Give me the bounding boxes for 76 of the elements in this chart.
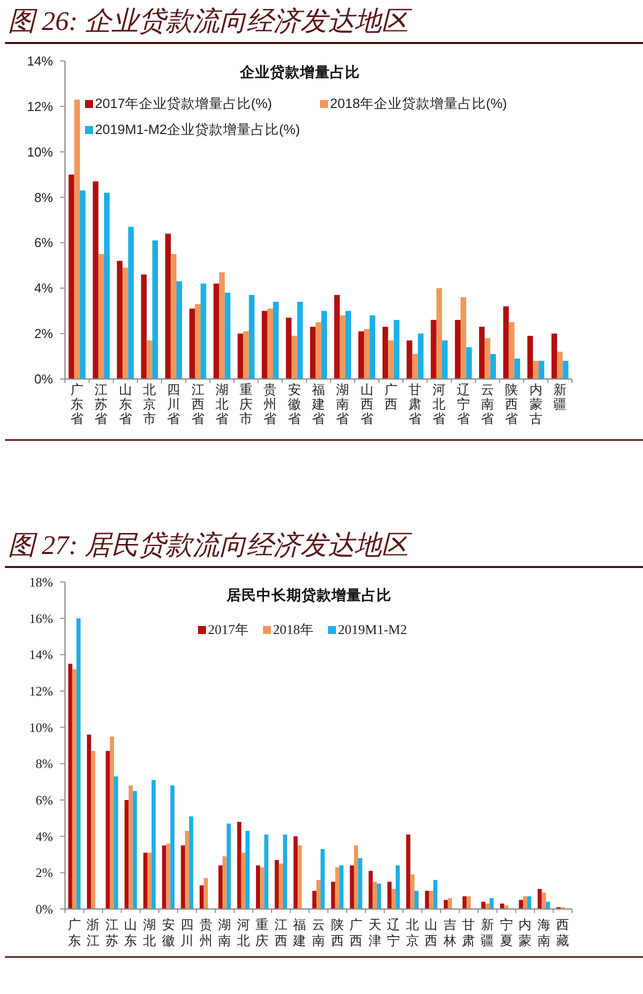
x-tick-label: 江苏省 [94, 382, 108, 426]
x-tick-label: 湖北 [143, 917, 156, 948]
x-tick-label: 河北省 [432, 382, 446, 426]
x-tick-label: 重庆 [256, 917, 269, 948]
y-tick-label: 16% [29, 610, 54, 626]
x-tick-label: 重庆市 [240, 382, 253, 426]
x-tick-label: 内蒙古 [529, 382, 542, 426]
legend-label: 2018年 [273, 622, 314, 637]
y-tick-label: 10% [29, 720, 54, 735]
x-tick-label: 福建 [292, 917, 306, 948]
y-tick-label: 12% [29, 684, 54, 698]
x-tick-label: 天津 [368, 917, 382, 948]
y-tick-label: 0% [34, 372, 54, 386]
x-tick-label: 辽宁省 [456, 382, 470, 426]
legend-label: 2019M1-M2 [338, 622, 408, 637]
x-tick-label: 陕西 [330, 917, 344, 948]
x-tick-label: 浙江 [86, 917, 100, 948]
x-tick-label: 山东 [124, 917, 138, 948]
x-tick-label: 四川 [180, 917, 194, 948]
x-tick-label: 甘肃省 [408, 382, 422, 426]
y-tick-label: 8% [34, 190, 54, 205]
x-tick-label: 福建省 [311, 382, 325, 426]
y-tick-label: 14% [29, 647, 54, 662]
x-tick-label: 贵州省 [264, 382, 277, 426]
x-tick-label: 海南 [537, 917, 550, 948]
y-tick-label: 4% [34, 280, 54, 296]
x-tick-label: 广东 [68, 917, 81, 948]
legend-label: 2017年 [208, 622, 249, 637]
y-tick-label: 10% [26, 144, 54, 160]
x-tick-label: 广西 [350, 917, 363, 948]
y-tick-label: 8% [36, 756, 54, 772]
x-tick-label: 湖南省 [336, 382, 350, 426]
x-tick-label: 山东省 [118, 382, 132, 426]
chart-subtitle: 企业贷款增量占比 [239, 64, 360, 81]
x-tick-label: 甘肃 [462, 917, 476, 948]
x-tick-label: 宁夏 [500, 917, 513, 948]
y-tick-label: 18% [29, 574, 54, 590]
x-tick-label: 湖南 [218, 917, 232, 948]
legend-label: 2018年企业贷款增量占比(%) [330, 96, 508, 111]
chart-title: 图 27: 居民贷款流向经济发达地区 [8, 530, 412, 560]
x-tick-label: 江西省 [191, 382, 204, 426]
y-tick-label: 2% [36, 865, 54, 880]
x-tick-label: 安徽省 [288, 382, 301, 426]
legend-label: 2019M1-M2企业贷款增量占比(%) [95, 122, 300, 137]
x-tick-label: 新疆 [481, 917, 494, 948]
y-tick-label: 0% [36, 902, 54, 916]
x-tick-label: 陕西省 [505, 382, 518, 426]
x-tick-label: 山西 [424, 917, 438, 948]
x-tick-label: 江西 [274, 917, 288, 948]
y-tick-label: 4% [36, 828, 54, 844]
x-tick-label: 江苏 [105, 917, 118, 948]
x-tick-label: 云南 [312, 917, 325, 948]
x-tick-label: 山西省 [360, 382, 374, 426]
x-tick-label: 河北 [236, 917, 250, 948]
x-tick-label: 广东省 [70, 382, 84, 426]
x-tick-label: 北京市 [143, 382, 156, 426]
x-tick-label: 北京 [406, 917, 419, 948]
y-tick-label: 6% [34, 235, 54, 250]
x-tick-label: 安徽 [162, 917, 175, 948]
chart-title: 图 26: 企业贷款流向经济发达地区 [8, 6, 412, 36]
legend-label: 2017年企业贷款增量占比(%) [95, 96, 272, 111]
x-tick-label: 四川省 [167, 382, 180, 426]
x-tick-label: 内蒙 [518, 917, 532, 948]
chart-subtitle: 居民中长期贷款增量占比 [226, 587, 392, 604]
x-tick-label: 湖北省 [215, 382, 228, 426]
x-tick-label: 贵州 [199, 917, 212, 948]
y-tick-label: 12% [26, 98, 54, 114]
y-tick-label: 6% [36, 792, 54, 808]
y-tick-label: 2% [34, 326, 54, 342]
x-tick-label: 辽宁 [387, 917, 400, 948]
x-tick-label: 广西 [384, 382, 398, 412]
y-tick-label: 14% [26, 54, 54, 68]
x-tick-label: 吉林 [442, 917, 456, 948]
x-tick-label: 新疆 [553, 382, 566, 412]
x-tick-label: 云南省 [481, 382, 494, 426]
x-tick-label: 西藏 [556, 917, 570, 948]
